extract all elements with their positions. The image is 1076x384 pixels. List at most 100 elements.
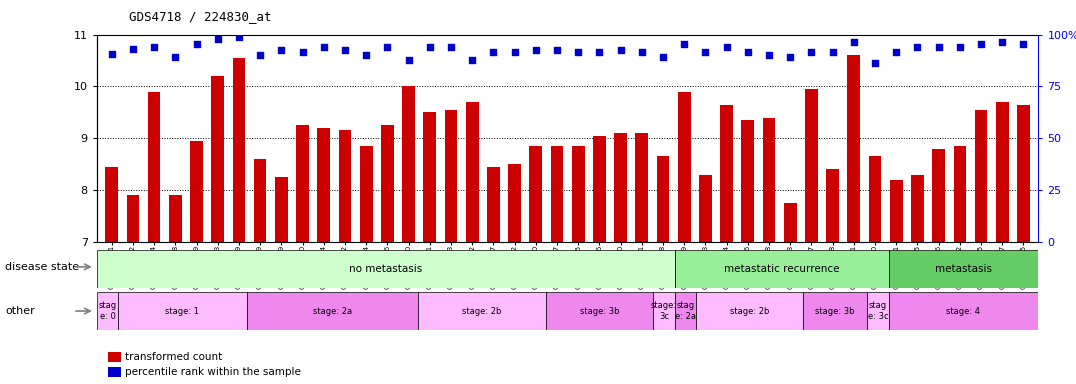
Bar [423, 113, 436, 242]
Bar [784, 203, 796, 242]
Point [654, 54, 671, 60]
Bar [848, 55, 860, 242]
Point [167, 54, 184, 60]
Point [761, 52, 778, 58]
Point [951, 44, 968, 50]
Point [103, 51, 121, 57]
Point [506, 49, 523, 55]
Text: transformed count: transformed count [125, 352, 222, 362]
Bar [551, 146, 564, 242]
Point [400, 57, 417, 63]
Point [442, 44, 459, 50]
Bar [147, 92, 160, 242]
Text: metastatic recurrence: metastatic recurrence [724, 264, 839, 274]
Bar [211, 76, 224, 242]
Bar [169, 195, 182, 242]
Bar [1017, 104, 1030, 242]
Bar [444, 110, 457, 242]
Point [337, 46, 354, 53]
Point [612, 46, 629, 53]
Bar [254, 159, 267, 242]
Point [993, 39, 1010, 45]
Text: stage: 4: stage: 4 [947, 306, 980, 316]
Bar [359, 146, 372, 242]
Bar [889, 250, 1038, 288]
Bar [932, 149, 945, 242]
Bar [127, 195, 139, 242]
Bar [381, 125, 394, 242]
Text: stage: 1: stage: 1 [166, 306, 199, 316]
Bar [996, 102, 1008, 242]
Bar [614, 133, 627, 242]
Point [718, 44, 735, 50]
Bar [975, 110, 988, 242]
Point [357, 52, 374, 58]
Bar [466, 102, 479, 242]
Point [591, 49, 608, 55]
Bar [417, 292, 547, 330]
Point [294, 49, 311, 55]
Point [230, 33, 247, 40]
Text: stag
e: 0: stag e: 0 [99, 301, 116, 321]
Bar [593, 136, 606, 242]
Point [188, 41, 206, 48]
Point [930, 44, 947, 50]
Bar [763, 118, 776, 242]
Point [421, 44, 438, 50]
Bar [317, 128, 330, 242]
Bar [190, 141, 203, 242]
Text: disease state: disease state [5, 262, 80, 272]
Point [676, 41, 693, 48]
Text: stage: 2b: stage: 2b [730, 306, 769, 316]
Point [781, 54, 798, 60]
Text: stage: 3b: stage: 3b [816, 306, 854, 316]
Bar [867, 292, 889, 330]
Bar [339, 131, 351, 242]
Point [803, 49, 820, 55]
Text: stage: 2b: stage: 2b [463, 306, 501, 316]
Point [379, 44, 396, 50]
Bar [108, 352, 121, 362]
Text: stage:
3c: stage: 3c [651, 301, 677, 321]
Point [252, 52, 269, 58]
Bar [547, 292, 653, 330]
Point [697, 49, 714, 55]
Bar [508, 164, 521, 242]
Text: stage: 3b: stage: 3b [580, 306, 620, 316]
Bar [911, 174, 924, 242]
Point [824, 49, 841, 55]
Bar [118, 292, 246, 330]
Text: stag
e: 2a: stag e: 2a [675, 301, 696, 321]
Point [888, 49, 905, 55]
Bar [656, 156, 669, 242]
Point [272, 46, 289, 53]
Text: other: other [5, 306, 36, 316]
Bar [653, 292, 675, 330]
Point [464, 57, 481, 63]
Bar [699, 174, 712, 242]
Bar [571, 146, 584, 242]
Point [569, 49, 586, 55]
Point [485, 49, 502, 55]
Bar [953, 146, 966, 242]
Text: percentile rank within the sample: percentile rank within the sample [125, 367, 300, 377]
Bar [296, 125, 309, 242]
Bar [529, 146, 542, 242]
Bar [108, 367, 121, 377]
Bar [678, 92, 691, 242]
Point [125, 46, 142, 52]
Bar [97, 250, 675, 288]
Bar [275, 177, 287, 242]
Bar [889, 292, 1038, 330]
Text: stag
e: 3c: stag e: 3c [867, 301, 888, 321]
Point [209, 36, 226, 42]
Bar [826, 169, 839, 242]
Point [145, 44, 162, 50]
Bar [232, 58, 245, 242]
Bar [675, 292, 696, 330]
Point [1015, 41, 1032, 48]
Point [866, 60, 883, 66]
Bar [741, 120, 754, 242]
Bar [890, 180, 903, 242]
Bar [246, 292, 417, 330]
